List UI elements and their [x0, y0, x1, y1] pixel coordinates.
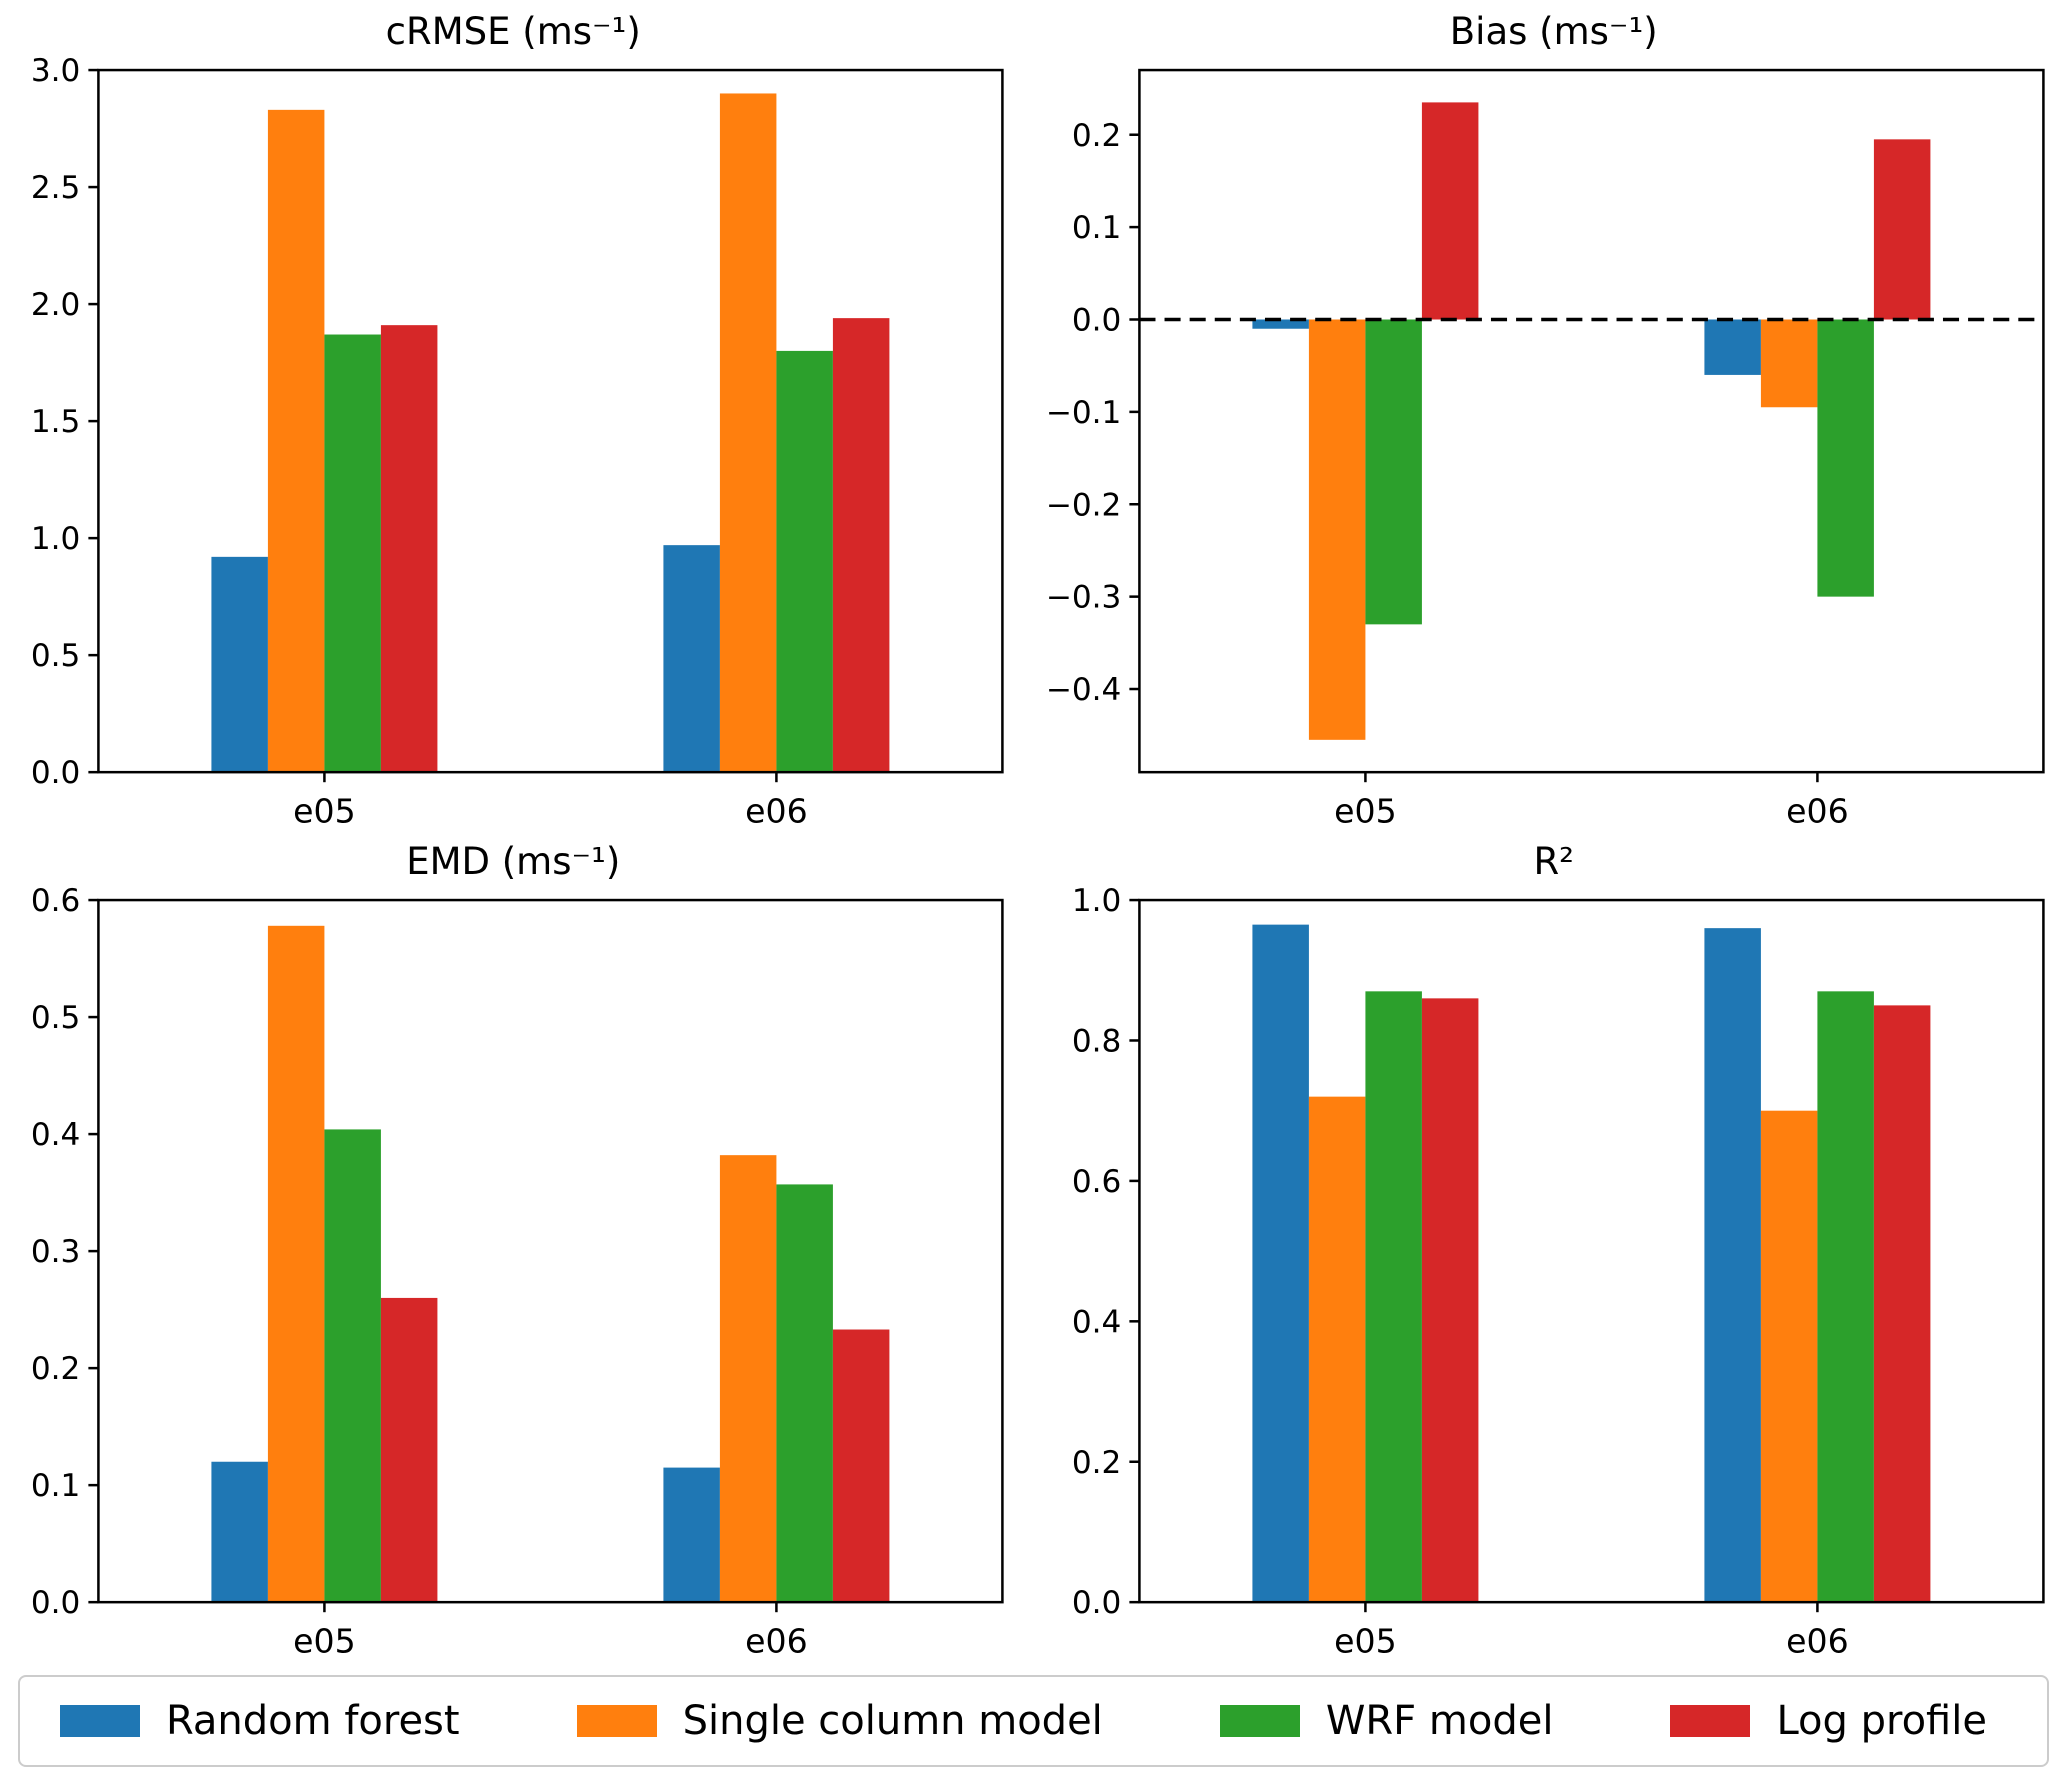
bar-0-3	[380, 325, 438, 773]
y-tick-label: 0.0	[1071, 303, 1121, 339]
chart-title-r2: R²	[1533, 840, 1575, 884]
bar-1-3	[1873, 139, 1930, 320]
y-tick-label: 1.5	[31, 404, 81, 440]
bar-1-0	[1703, 928, 1761, 1603]
y-tick-label: 0.2	[31, 1352, 81, 1388]
y-tick-label: 0.5	[31, 1001, 81, 1037]
bar-1-1	[1760, 1111, 1817, 1603]
charts-grid: cRMSE (ms⁻¹) 0.0 0.5 1.0 1.5 2.0 2.5 3.0 e05 e06…	[6, 8, 2061, 1665]
chart-title-emd: EMD (ms⁻¹)	[406, 840, 621, 884]
chart-emd: EMD (ms⁻¹) 0.0 0.1 0.2 0.3 0.4 0.5 0.6 e05 e06	[6, 838, 1021, 1664]
y-tick-label: −0.1	[1047, 395, 1121, 431]
y-tick-label: 0.6	[31, 886, 81, 919]
y-tick-label: 1.0	[31, 521, 81, 557]
y-tick-label: 2.0	[31, 287, 81, 323]
bar-1-1	[719, 93, 777, 773]
chart-bias: Bias (ms⁻¹) 0.2 0.1 0.0 −0.1 −0.2 −0.3 −0.4 e05…	[1047, 8, 2062, 834]
x-tick-label: e06	[1786, 791, 1849, 830]
y-tick-label: 0.4	[31, 1118, 81, 1154]
bar-0-0	[211, 556, 268, 773]
legend-label: Random forest	[166, 1697, 460, 1744]
y-tick-label: 0.4	[1071, 1305, 1121, 1341]
bar-1-2	[1816, 991, 1874, 1603]
plot-border	[1137, 899, 2045, 1604]
y-tick-label: 1.0	[1071, 886, 1121, 919]
legend-item-1: Single column model	[576, 1697, 1103, 1744]
chart-crmse: cRMSE (ms⁻¹) 0.0 0.5 1.0 1.5 2.0 2.5 3.0 e05 e06	[6, 8, 1021, 834]
y-tick-label: 0.1	[1071, 210, 1121, 246]
legend-swatch-icon	[60, 1704, 140, 1737]
bar-0-0	[1251, 925, 1309, 1603]
legend-swatch-icon	[576, 1704, 657, 1737]
x-tick-label: e06	[745, 1622, 808, 1661]
legend-item-0: Random forest	[60, 1698, 460, 1744]
y-tick-label: 3.0	[31, 56, 81, 89]
plot-border	[97, 68, 1004, 774]
y-tick-label: −0.4	[1047, 672, 1121, 708]
bar-1-0	[663, 545, 720, 773]
emd-plot-area: 0.0 0.1 0.2 0.3 0.4 0.5 0.6 e05 e06	[31, 886, 1004, 1661]
y-tick-label: 0.2	[1071, 118, 1121, 154]
y-tick-label: 0.0	[1071, 1586, 1121, 1622]
x-tick-label: e06	[745, 791, 808, 830]
bar-1-2	[776, 350, 833, 773]
y-tick-label: 0.0	[31, 755, 81, 791]
chart-title-crmse: cRMSE (ms⁻¹)	[385, 10, 641, 53]
y-tick-label: −0.3	[1047, 580, 1121, 616]
x-tick-label: e05	[1334, 1622, 1397, 1661]
legend-label: Log profile	[1776, 1697, 1987, 1744]
bar-1-2	[776, 1184, 833, 1603]
legend-label: Single column model	[682, 1697, 1103, 1744]
bias-plot-area: 0.2 0.1 0.0 −0.1 −0.2 −0.3 −0.4 e05 e06	[1047, 68, 2045, 830]
chart-title-bias: Bias (ms⁻¹)	[1449, 10, 1658, 53]
bar-0-1	[267, 926, 325, 1603]
x-tick-label: e06	[1786, 1622, 1849, 1661]
bar-0-3	[1421, 102, 1478, 320]
bar-0-3	[1421, 998, 1478, 1603]
bar-1-0	[663, 1468, 720, 1603]
bar-0-2	[1364, 991, 1422, 1603]
legend-label: WRF model	[1325, 1697, 1554, 1744]
bar-1-0	[1703, 319, 1761, 375]
y-tick-label: −0.2	[1047, 487, 1121, 523]
bar-1-1	[1760, 319, 1817, 408]
plot-border	[97, 899, 1004, 1604]
y-tick-label: 0.0	[31, 1586, 81, 1622]
plot-border	[1137, 68, 2045, 774]
legend-item-2: WRF model	[1219, 1697, 1554, 1744]
y-tick-label: 0.6	[1071, 1164, 1121, 1200]
y-tick-label: 0.8	[1071, 1024, 1121, 1060]
y-tick-label: 2.5	[31, 170, 81, 206]
r2-plot-area: 0.0 0.2 0.4 0.6 0.8 1.0 e05 e06	[1071, 886, 2045, 1661]
x-tick-label: e05	[1334, 791, 1397, 830]
bar-0-1	[1308, 319, 1365, 740]
y-tick-label: 0.2	[1071, 1445, 1121, 1481]
bar-1-3	[1873, 1005, 1930, 1603]
bar-1-3	[832, 1329, 890, 1603]
bar-0-2	[1364, 319, 1422, 625]
legend-item-3: Log profile	[1670, 1698, 1987, 1744]
y-tick-label: 0.1	[31, 1469, 81, 1505]
bar-0-0	[211, 1462, 268, 1603]
chart-r2: R² 0.0 0.2 0.4 0.6 0.8 1.0 e05 e06	[1047, 838, 2062, 1664]
bar-1-3	[832, 318, 890, 773]
x-tick-label: e05	[293, 791, 356, 830]
crmse-plot-area: 0.0 0.5 1.0 1.5 2.0 2.5 3.0 e05 e06	[31, 56, 1004, 830]
bar-0-0	[1251, 319, 1309, 329]
bar-0-1	[267, 109, 325, 773]
y-tick-label: 0.5	[31, 638, 81, 674]
bar-0-2	[324, 1129, 381, 1603]
bar-0-2	[324, 334, 381, 773]
y-tick-label: 0.3	[31, 1235, 81, 1271]
legend: Random forest Single column model WRF mode…	[18, 1674, 2049, 1767]
legend-swatch-icon	[1219, 1704, 1300, 1737]
x-tick-label: e05	[293, 1622, 356, 1661]
legend-swatch-icon	[1670, 1704, 1751, 1737]
bar-0-3	[380, 1298, 438, 1603]
bar-1-2	[1816, 319, 1874, 597]
bar-0-1	[1308, 1097, 1365, 1603]
bar-1-1	[719, 1155, 777, 1603]
